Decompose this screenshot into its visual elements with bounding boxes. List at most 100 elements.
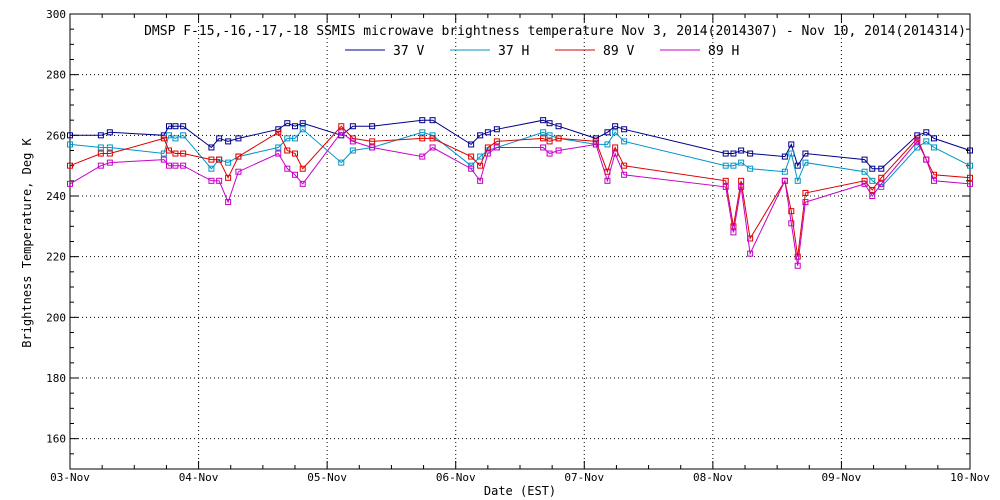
data-point-37-v	[106, 129, 113, 136]
data-point-37-h	[208, 165, 215, 172]
data-point-89-h	[349, 138, 356, 145]
data-point-37-h	[275, 144, 282, 151]
series-line-89-v	[69, 125, 971, 257]
data-point-37-v	[730, 150, 737, 157]
y-tick-label: 260	[46, 129, 66, 142]
data-point-89-v	[592, 138, 599, 145]
data-point-89-v	[621, 162, 628, 169]
x-axis-title: Date (EST)	[484, 484, 556, 498]
data-point-37-v	[419, 117, 426, 124]
data-point-37-h	[931, 144, 937, 151]
data-point-89-h	[869, 193, 876, 199]
data-point-89-h	[555, 147, 562, 154]
data-point-89-v	[166, 147, 172, 154]
y-tick-label: 240	[46, 190, 66, 203]
data-point-37-v	[923, 129, 930, 136]
data-point-37-v	[612, 123, 619, 130]
data-point-89-h	[166, 162, 172, 169]
data-point-37-h	[546, 132, 553, 139]
x-tick-label: 06-Nov	[436, 471, 476, 484]
data-point-37-h	[67, 141, 73, 148]
data-point-37-h	[788, 150, 795, 157]
data-point-89-h	[931, 177, 937, 184]
data-point-89-v	[419, 135, 426, 142]
data-point-89-h	[106, 159, 113, 166]
data-point-37-h	[722, 162, 729, 169]
legend-label-37-h: 37 H	[498, 44, 529, 59]
data-point-89-v	[225, 174, 232, 181]
data-point-89-v	[67, 162, 73, 169]
data-point-89-v	[468, 153, 475, 160]
data-point-37-v	[781, 153, 788, 160]
data-point-37-h	[923, 138, 930, 145]
data-point-37-v	[540, 117, 547, 124]
data-point-37-h	[299, 126, 306, 133]
data-point-89-h	[275, 150, 282, 157]
x-tick-label: 08-Nov	[693, 471, 733, 484]
data-point-89-h	[67, 180, 73, 187]
data-point-89-h	[225, 199, 232, 206]
data-point-89-h	[923, 156, 930, 163]
data-point-89-v	[484, 144, 491, 151]
data-point-89-v	[97, 150, 104, 157]
data-point-37-v	[468, 141, 475, 148]
data-point-89-h	[592, 141, 599, 148]
data-point-89-h	[292, 171, 298, 178]
data-point-89-v	[106, 150, 113, 157]
data-point-37-v	[235, 135, 242, 142]
y-tick-label: 220	[46, 251, 66, 264]
data-point-89-h	[730, 229, 737, 236]
data-point-37-v	[369, 123, 376, 130]
data-point-37-h	[621, 138, 628, 145]
data-point-37-v	[292, 123, 298, 130]
data-point-37-h	[97, 144, 104, 151]
data-point-37-h	[604, 141, 611, 148]
data-point-37-v	[208, 144, 215, 151]
data-point-37-h	[738, 159, 745, 166]
data-point-89-h	[299, 180, 306, 187]
data-point-89-h	[477, 177, 484, 184]
data-point-89-v	[967, 174, 973, 181]
data-point-89-v	[802, 189, 809, 196]
data-point-89-v	[794, 253, 801, 260]
series-line-37-v	[70, 119, 971, 170]
data-point-37-v	[484, 129, 491, 136]
data-point-37-h	[166, 132, 172, 139]
data-point-37-v	[861, 156, 868, 163]
data-point-89-h	[747, 250, 754, 257]
data-point-89-v	[612, 144, 619, 151]
x-tick-label: 03-Nov	[50, 471, 90, 484]
data-point-37-v	[878, 165, 885, 172]
data-point-37-v	[166, 123, 172, 130]
data-point-37-h	[781, 168, 788, 175]
data-point-89-v	[738, 177, 745, 184]
data-point-89-v	[730, 223, 737, 230]
series-line-37-h	[69, 128, 971, 188]
data-point-37-v	[429, 117, 436, 124]
data-point-89-v	[160, 135, 167, 142]
data-point-89-h	[604, 177, 611, 184]
data-point-37-h	[861, 168, 868, 175]
data-point-89-v	[540, 135, 547, 142]
data-point-89-h	[878, 180, 885, 187]
data-point-89-v	[477, 162, 484, 169]
data-point-89-h	[540, 144, 547, 151]
data-point-37-h	[419, 129, 426, 136]
data-point-89-h	[794, 262, 801, 269]
data-point-89-h	[546, 150, 553, 157]
data-point-37-h	[338, 159, 345, 166]
data-point-37-v	[869, 165, 876, 172]
data-point-89-h	[484, 150, 491, 157]
data-point-37-h	[869, 177, 876, 184]
legend: 37 V 37 H 89 V 89 H	[345, 44, 739, 59]
data-point-89-v	[869, 186, 876, 193]
data-point-89-h	[967, 180, 973, 187]
data-point-37-h	[106, 144, 113, 151]
data-point-89-h	[208, 177, 215, 184]
data-point-89-v	[275, 129, 282, 136]
chart-title: DMSP F-15,-16,-17,-18 SSMIS microwave br…	[144, 24, 966, 39]
y-tick-label: 200	[46, 311, 66, 324]
data-point-89-h	[338, 129, 345, 136]
